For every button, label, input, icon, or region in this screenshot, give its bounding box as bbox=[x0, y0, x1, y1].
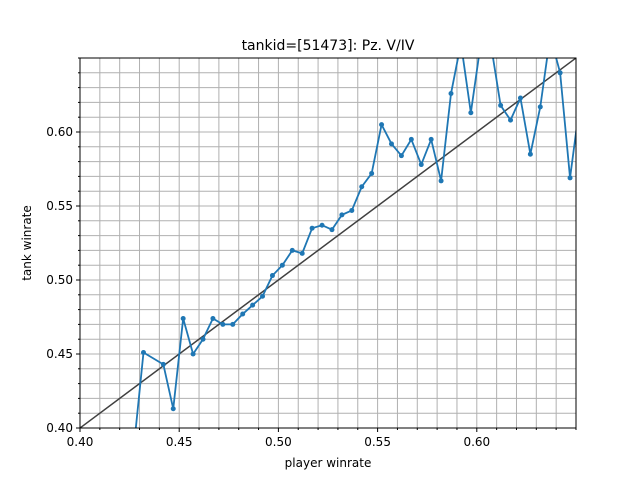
data-point bbox=[250, 302, 256, 308]
data-point bbox=[448, 91, 454, 97]
y-tick-label: 0.60 bbox=[46, 125, 73, 139]
data-point bbox=[379, 122, 385, 128]
data-point bbox=[260, 293, 266, 299]
y-tick-label: 0.40 bbox=[46, 421, 73, 435]
data-point bbox=[299, 250, 305, 256]
ticks: 0.40 0.45 0.50 0.55 0.60 0.40 0.45 0.50 0.55 0.60 bbox=[46, 57, 577, 449]
data-point bbox=[230, 321, 236, 327]
y-tick-label: 0.50 bbox=[46, 273, 73, 287]
reference-line bbox=[80, 58, 576, 428]
data-point bbox=[240, 311, 246, 317]
data-point bbox=[557, 70, 563, 76]
data-point bbox=[548, 33, 553, 38]
data-point bbox=[498, 102, 504, 108]
grid bbox=[79, 57, 577, 429]
data-point bbox=[220, 321, 226, 327]
data-point bbox=[408, 136, 414, 142]
data-point bbox=[488, 41, 493, 46]
data-point bbox=[190, 351, 196, 357]
data-point bbox=[438, 178, 444, 184]
data-point bbox=[577, 100, 582, 105]
data-point bbox=[339, 212, 345, 218]
plot-area bbox=[80, 33, 582, 453]
data-point bbox=[508, 117, 514, 123]
x-tick-label: 0.50 bbox=[265, 435, 292, 449]
data-point bbox=[319, 222, 325, 228]
data-point bbox=[160, 361, 166, 367]
data-point bbox=[527, 151, 533, 157]
x-tick-label: 0.55 bbox=[364, 435, 391, 449]
data-point bbox=[468, 110, 474, 116]
data-point bbox=[170, 406, 176, 412]
x-tick-label: 0.60 bbox=[463, 435, 490, 449]
data-point bbox=[369, 170, 375, 176]
y-tick-label: 0.45 bbox=[46, 347, 73, 361]
data-point bbox=[269, 273, 275, 279]
data-point bbox=[458, 41, 463, 46]
data-point bbox=[349, 207, 355, 213]
data-point bbox=[279, 262, 285, 268]
data-point bbox=[329, 227, 335, 233]
data-point bbox=[517, 95, 523, 101]
x-axis-label: player winrate bbox=[285, 456, 372, 470]
data-point bbox=[418, 162, 424, 168]
data-point bbox=[210, 315, 216, 321]
data-point bbox=[140, 350, 146, 356]
x-tick-label: 0.45 bbox=[166, 435, 193, 449]
x-tick-label: 0.40 bbox=[67, 435, 94, 449]
data-point bbox=[289, 247, 295, 253]
data-point bbox=[200, 336, 206, 342]
y-tick-label: 0.55 bbox=[46, 199, 73, 213]
data-point bbox=[478, 41, 483, 46]
data-point bbox=[131, 448, 136, 453]
data-point bbox=[180, 315, 186, 321]
data-point bbox=[388, 141, 394, 147]
axes-frame bbox=[79, 57, 577, 429]
series-line bbox=[134, 58, 576, 428]
data-point bbox=[428, 136, 434, 142]
data-point bbox=[309, 225, 315, 231]
data-point bbox=[537, 104, 543, 110]
chart-title: tankid=[51473]: Pz. V/IV bbox=[242, 38, 415, 54]
data-point bbox=[359, 184, 365, 190]
y-axis-label: tank winrate bbox=[20, 205, 34, 281]
data-point bbox=[398, 153, 404, 159]
data-point bbox=[567, 175, 573, 181]
